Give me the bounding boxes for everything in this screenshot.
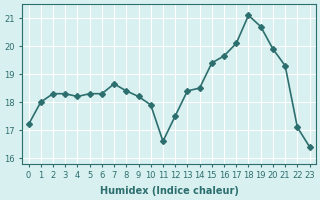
X-axis label: Humidex (Indice chaleur): Humidex (Indice chaleur) <box>100 186 238 196</box>
